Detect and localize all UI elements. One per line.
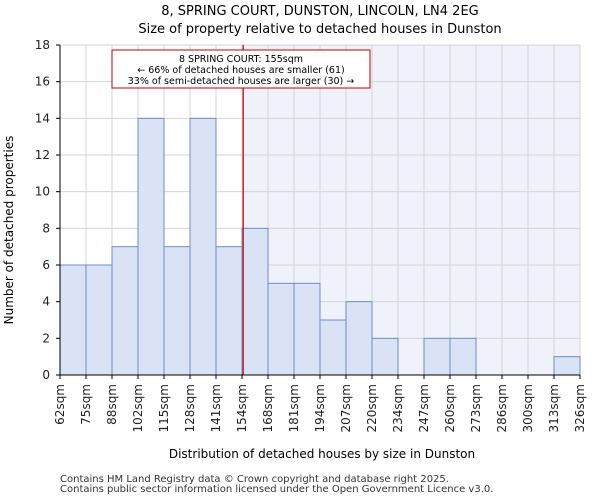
y-tick-label: 18 [35, 38, 50, 52]
x-tick-label: 168sqm [261, 384, 275, 432]
y-tick-label: 10 [35, 185, 50, 199]
x-tick-label: 260sqm [443, 384, 457, 432]
y-tick-label: 2 [42, 331, 50, 345]
bar [553, 356, 581, 376]
x-tick-labels: 62sqm 75sqm 88sqm 102sqm 115sqm 128sqm 141sqm 1… [53, 375, 587, 432]
bar [423, 337, 451, 376]
x-tick-label: 88sqm [105, 384, 119, 425]
x-tick-label: 75sqm [79, 384, 93, 425]
bar [345, 301, 373, 376]
annotation-line-2: ← 66% of detached houses are smaller (61… [137, 65, 344, 76]
x-tick-label: 62sqm [53, 384, 67, 425]
bar [59, 264, 87, 376]
bar [449, 337, 477, 376]
bar [267, 282, 295, 376]
bar [85, 264, 113, 376]
bar [215, 246, 243, 376]
x-tick-label: 115sqm [157, 384, 171, 432]
bar [189, 117, 217, 376]
x-tick-label: 234sqm [391, 384, 405, 432]
bar [137, 117, 165, 376]
footer-line-1: Contains HM Land Registry data © Crown c… [60, 474, 449, 485]
y-tick-label: 8 [42, 221, 50, 235]
y-tick-label: 4 [42, 295, 50, 309]
y-tick-label: 12 [35, 148, 50, 162]
bar [111, 246, 139, 376]
y-tick-label: 6 [42, 258, 50, 272]
y-tick-label: 14 [35, 111, 50, 125]
bar [163, 246, 191, 376]
x-tick-label: 273sqm [469, 384, 483, 432]
x-axis-label: Distribution of detached houses by size … [169, 447, 475, 461]
annotation-line-1: 8 SPRING COURT: 155sqm [179, 54, 303, 65]
x-tick-label: 313sqm [547, 384, 561, 432]
x-tick-label: 128sqm [183, 384, 197, 432]
x-tick-label: 181sqm [287, 384, 301, 432]
bar [293, 282, 321, 376]
chart-subtitle: Size of property relative to detached ho… [138, 22, 501, 37]
y-tick-label: 0 [42, 368, 50, 382]
annotation-box: 8 SPRING COURT: 155sqm ← 66% of detached… [111, 49, 371, 89]
x-tick-label: 326sqm [573, 384, 587, 432]
y-tick-label: 16 [35, 75, 50, 89]
annotation-line-3: 33% of semi-detached houses are larger (… [128, 76, 355, 87]
bar [371, 337, 399, 376]
x-tick-label: 207sqm [339, 384, 353, 432]
x-tick-label: 154sqm [235, 384, 249, 432]
x-tick-label: 220sqm [365, 384, 379, 432]
x-tick-label: 247sqm [417, 384, 431, 432]
footer-line-2: Contains public sector information licen… [60, 484, 494, 495]
chart-title: 8, SPRING COURT, DUNSTON, LINCOLN, LN4 2… [161, 4, 478, 19]
x-tick-label: 102sqm [131, 384, 145, 432]
bars [59, 117, 581, 376]
x-tick-label: 194sqm [313, 384, 327, 432]
bar [241, 227, 269, 376]
bar [319, 319, 347, 376]
y-tick-labels: 0 2 4 6 8 10 12 14 16 18 [35, 38, 60, 382]
x-tick-label: 141sqm [209, 384, 223, 432]
x-tick-label: 286sqm [495, 384, 509, 432]
x-tick-label: 300sqm [521, 384, 535, 432]
y-axis-label: Number of detached properties [2, 136, 16, 325]
